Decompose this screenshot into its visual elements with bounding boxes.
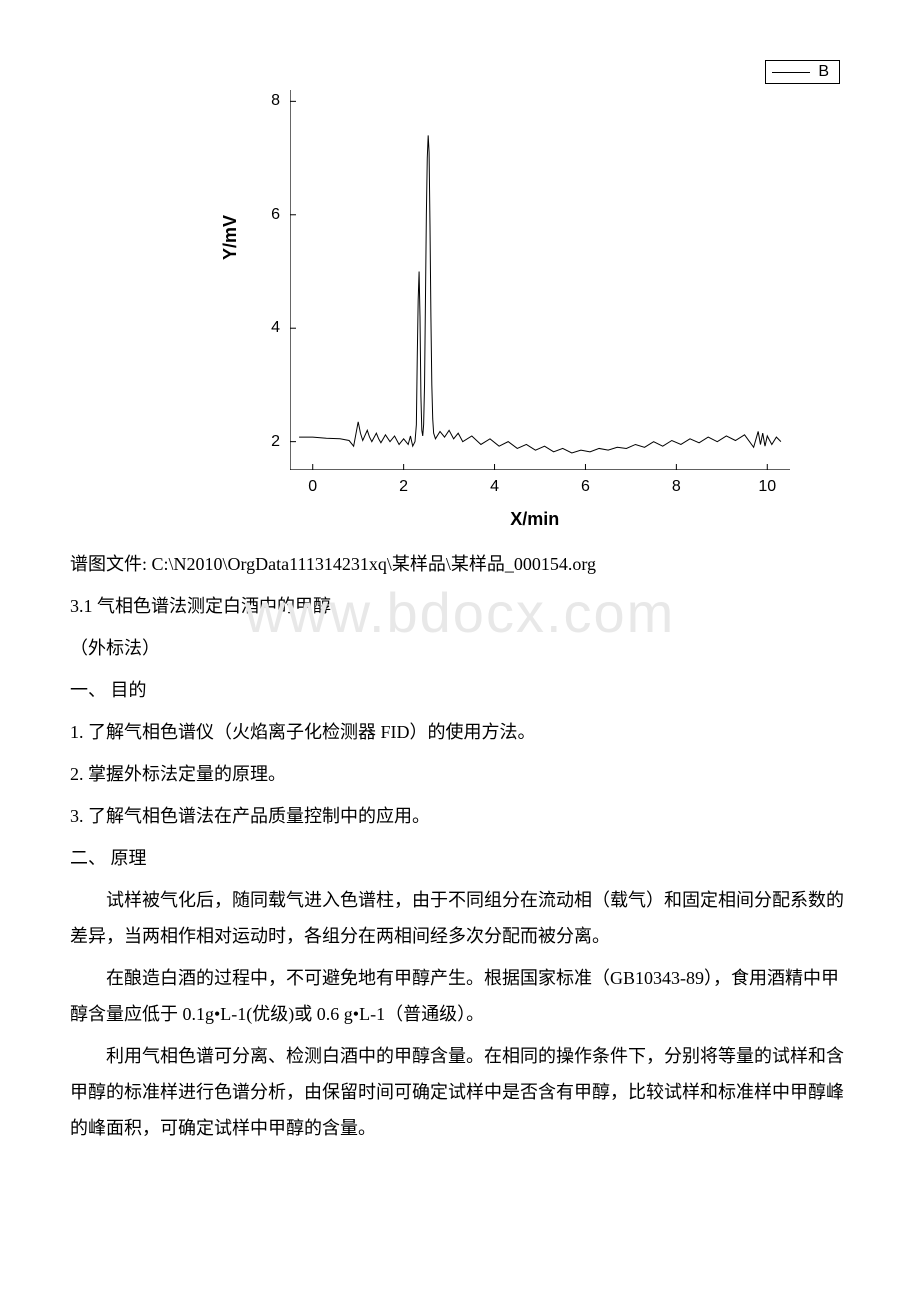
- plot-area: 2468 0246810: [290, 90, 790, 470]
- x-tick-label: 6: [581, 470, 590, 496]
- y-tick-label: 4: [271, 319, 290, 337]
- document-body: 谱图文件: C:\N2010\OrgData111314231xq\某样品\某样…: [70, 546, 850, 1146]
- purpose-item-3: 3. 了解气相色谱法在产品质量控制中的应用。: [70, 798, 850, 834]
- principle-para-3: 利用气相色谱可分离、检测白酒中的甲醇含量。在相同的操作条件下，分别将等量的试样和…: [70, 1038, 850, 1146]
- x-tick-label: 0: [308, 470, 317, 496]
- x-axis-label: X/min: [510, 509, 559, 530]
- legend-label: B: [818, 63, 829, 81]
- principle-para-1: 试样被气化后，随同载气进入色谱柱，由于不同组分在流动相（载气）和固定相间分配系数…: [70, 882, 850, 954]
- chart-legend: B: [765, 60, 840, 84]
- y-tick-label: 6: [271, 206, 290, 224]
- method-line: （外标法）: [70, 630, 850, 666]
- purpose-item-2: 2. 掌握外标法定量的原理。: [70, 756, 850, 792]
- x-tick-label: 2: [399, 470, 408, 496]
- x-tick-label: 8: [672, 470, 681, 496]
- y-axis-label: Y/mV: [220, 215, 241, 260]
- section-heading-3-1: 3.1 气相色谱法测定白酒中的甲醇: [70, 588, 850, 624]
- heading-purpose: 一、 目的: [70, 672, 850, 708]
- file-path-line: 谱图文件: C:\N2010\OrgData111314231xq\某样品\某样…: [70, 546, 850, 582]
- purpose-item-1: 1. 了解气相色谱仪（火焰离子化检测器 FID）的使用方法。: [70, 714, 850, 750]
- legend-line-sample: [772, 72, 810, 73]
- chart-svg: [290, 90, 790, 470]
- y-tick-label: 8: [271, 92, 290, 110]
- chromatogram-chart: B Y/mV X/min 2468 0246810: [210, 60, 830, 540]
- x-tick-label: 10: [758, 470, 776, 496]
- principle-para-2: 在酿造白酒的过程中，不可避免地有甲醇产生。根据国家标准（GB10343-89），…: [70, 960, 850, 1032]
- y-tick-label: 2: [271, 433, 290, 451]
- x-tick-label: 4: [490, 470, 499, 496]
- heading-principle: 二、 原理: [70, 840, 850, 876]
